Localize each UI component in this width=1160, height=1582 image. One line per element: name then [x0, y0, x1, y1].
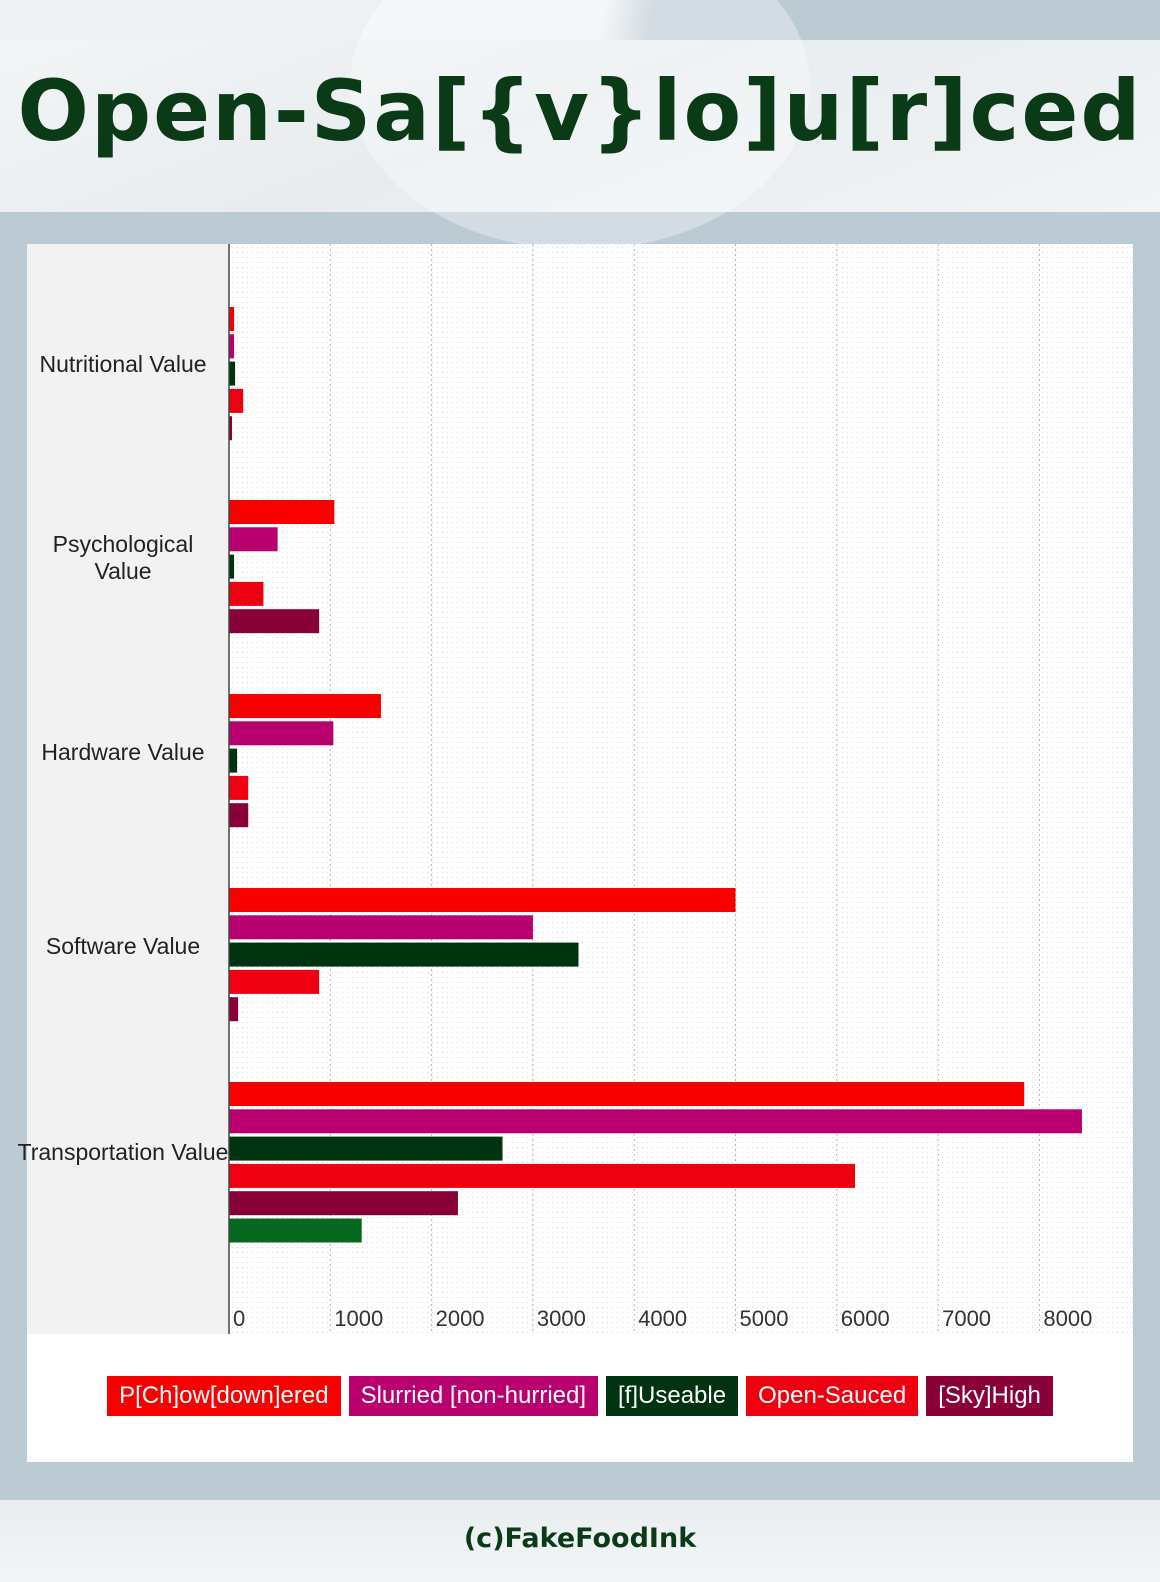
bar-slurried-non-hurried-0	[229, 334, 235, 359]
bar-f-useable-0	[229, 361, 236, 386]
x-tick-label: 8000	[1043, 1306, 1092, 1331]
x-tick-label: 4000	[638, 1306, 687, 1331]
bar-sky-high-3	[229, 997, 239, 1022]
bar-open-sauced-0	[229, 388, 244, 413]
bar-slurried-non-hurried-3	[229, 915, 533, 940]
bar-slurried-non-hurried-1	[229, 527, 278, 552]
bar-slurried-non-hurried-4	[229, 1109, 1082, 1134]
legend-item: [Sky]High	[926, 1376, 1053, 1416]
legend-item: Open-Sauced	[746, 1376, 919, 1416]
bar-open-sauced-4	[229, 1163, 856, 1188]
category-label: Hardware Value	[41, 739, 204, 765]
footer-credit: (c)FakeFoodInk	[463, 1523, 697, 1554]
x-tick-label: 7000	[942, 1306, 991, 1331]
bar-p-ch-ow-down-ered-2	[229, 694, 381, 718]
x-tick-label: 6000	[841, 1306, 890, 1331]
bar-p-ch-ow-down-ered-0	[229, 307, 235, 331]
gridlines	[329, 244, 1040, 1334]
bar-sky-high-4	[229, 1191, 458, 1216]
category-labels: Nutritional Value Psychological Value Hardw…	[18, 351, 229, 1165]
bar-f-useable-1	[229, 554, 235, 579]
bar-open-sauced-3	[229, 969, 320, 994]
bar-p-ch-ow-down-ered-3	[229, 888, 736, 912]
category-label-line: Value	[94, 558, 151, 584]
category-label: Software Value	[46, 933, 200, 959]
legend-item: Slurried [non-hurried]	[348, 1376, 599, 1416]
bar-slurried-non-hurried-2	[229, 721, 334, 746]
x-tick-label: 2000	[436, 1306, 485, 1331]
bar-unlabeled-series-4	[229, 1218, 362, 1243]
category-label-line: Psychological	[53, 531, 194, 557]
x-tick-label: 0	[233, 1306, 245, 1331]
background-top	[0, 0, 1160, 40]
bar-f-useable-4	[229, 1136, 503, 1161]
title-band	[0, 0, 1160, 250]
bar-p-ch-ow-down-ered-4	[229, 1082, 1025, 1106]
category-label: Transportation Value	[18, 1139, 229, 1165]
bar-p-ch-ow-down-ered-1	[229, 500, 335, 524]
bar-open-sauced-1	[229, 581, 264, 606]
legend-item: [f]Useable	[606, 1376, 739, 1416]
page-title: Open-Sa[{v}lo]u[r]ced	[17, 62, 1143, 160]
legend: P[Ch]ow[down]ered Slurried [non-hurried][…	[27, 1376, 1133, 1416]
x-tick-label: 3000	[537, 1306, 586, 1331]
bar-sky-high-2	[229, 803, 249, 828]
x-tick-label: 1000	[334, 1306, 383, 1331]
bar-f-useable-3	[229, 942, 579, 967]
x-tick-labels: 0 1000 2000 3000 4000 5000 6000 7000 8000	[233, 1306, 1092, 1331]
background-bottom	[0, 1500, 1160, 1582]
category-label: Nutritional Value	[39, 351, 206, 377]
bar-open-sauced-2	[229, 775, 249, 800]
label-column-bg	[27, 244, 228, 1334]
category-label: Psychological Value	[53, 531, 194, 584]
x-tick-label: 5000	[740, 1306, 789, 1331]
bar-sky-high-1	[229, 609, 320, 634]
bar-sky-high-0	[229, 416, 232, 441]
bar-f-useable-2	[229, 748, 238, 773]
legend-item: P[Ch]ow[down]ered	[107, 1376, 341, 1416]
bars	[229, 307, 1082, 1243]
